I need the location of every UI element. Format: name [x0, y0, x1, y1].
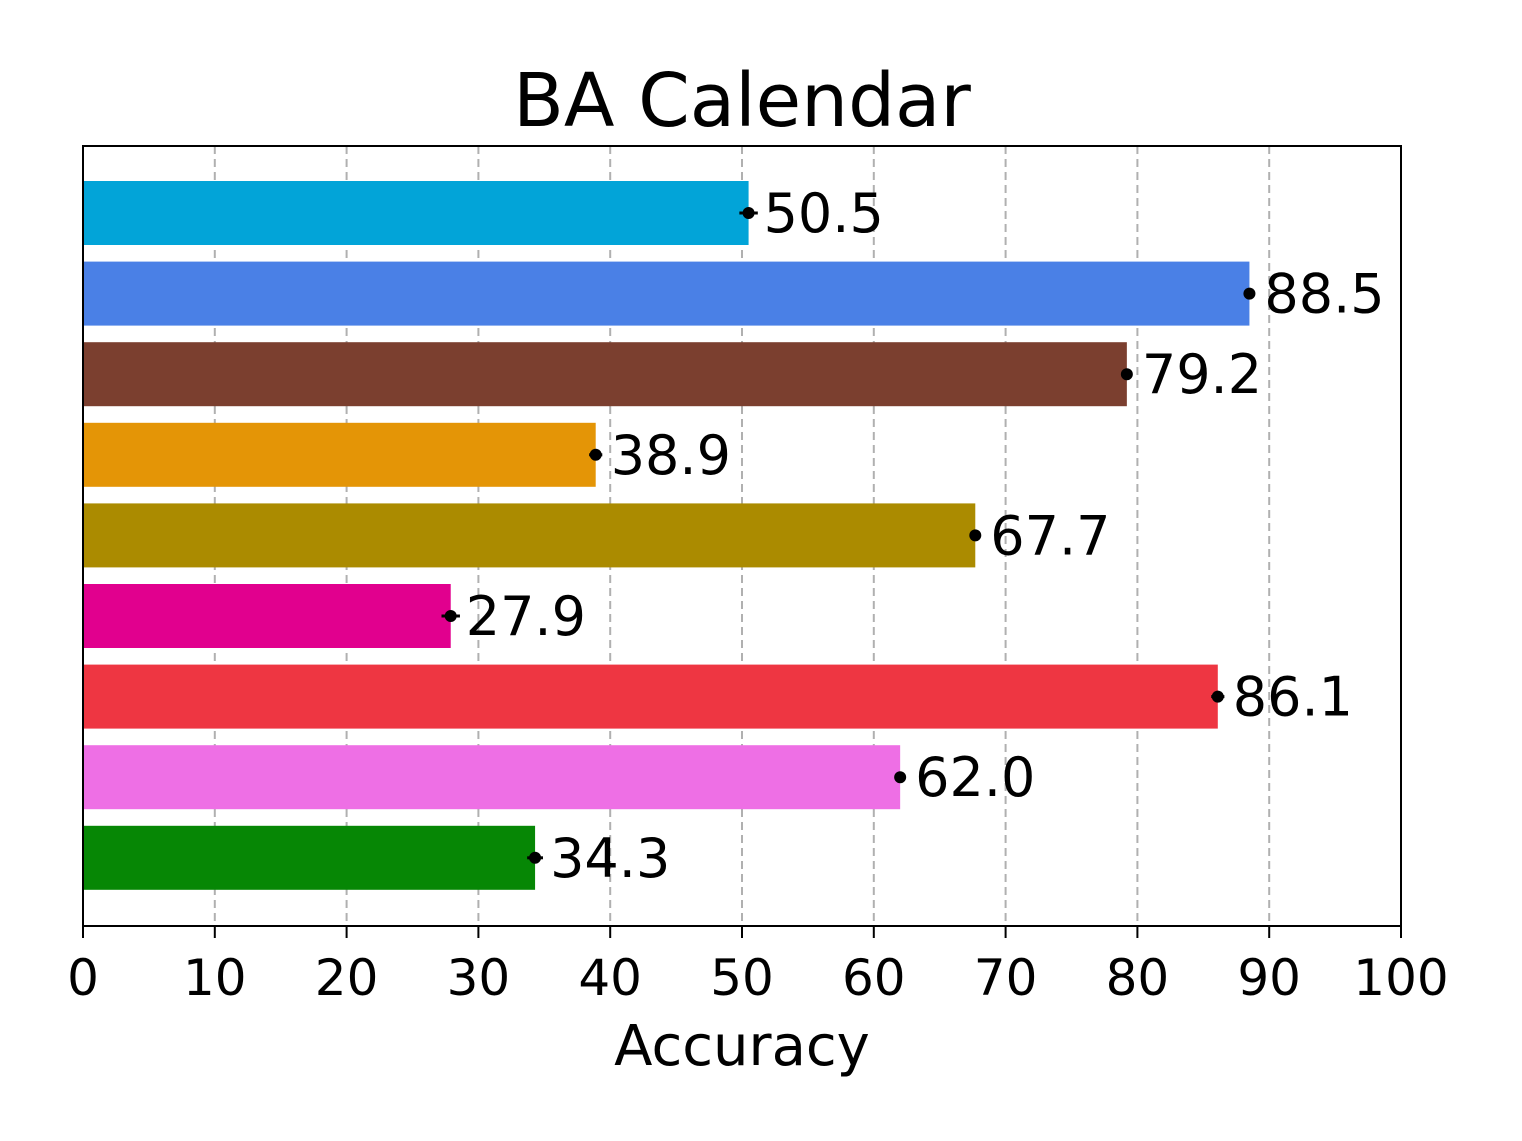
x-tick-label: 80 [1106, 949, 1170, 1007]
error-bars [441, 207, 1256, 864]
x-tick-label: 70 [974, 949, 1038, 1007]
x-tick-label: 90 [1237, 949, 1301, 1007]
x-tick-label: 40 [578, 949, 642, 1007]
error-point [742, 207, 755, 219]
error-point [1120, 368, 1133, 381]
value-label: 27.9 [466, 585, 586, 648]
bar [83, 584, 451, 648]
chart-title: BA Calendar [513, 58, 971, 144]
value-label: 67.7 [990, 504, 1110, 567]
x-axis-label: Accuracy [614, 1014, 870, 1079]
bar [83, 745, 901, 810]
x-tick-label: 20 [315, 949, 379, 1007]
bars [83, 181, 1250, 890]
x-tick-label: 60 [842, 949, 906, 1007]
error-point [969, 529, 982, 542]
value-label: 86.1 [1233, 666, 1353, 729]
error-point [1211, 690, 1224, 703]
bar [83, 261, 1250, 326]
x-tick-label: 0 [67, 949, 99, 1007]
error-point [589, 448, 602, 461]
bar [83, 664, 1218, 729]
value-label: 79.2 [1142, 343, 1262, 406]
error-point [1243, 287, 1256, 300]
x-tick-label: 100 [1353, 949, 1448, 1007]
x-tick-label: 30 [447, 949, 511, 1007]
x-tick-label: 50 [710, 949, 774, 1007]
error-point [894, 771, 907, 784]
value-label: 50.5 [764, 182, 884, 245]
value-label: 38.9 [611, 424, 731, 487]
bar [83, 342, 1127, 407]
value-label: 34.3 [550, 827, 670, 890]
x-axis-ticks: 0 10 20 30 40 50 60 70 80 90 100 [67, 926, 1449, 1007]
x-tick-label: 10 [183, 949, 247, 1007]
bar [83, 181, 749, 245]
error-point [529, 851, 542, 864]
value-label: 88.5 [1264, 263, 1384, 326]
error-point [444, 610, 457, 622]
bar [83, 422, 596, 487]
value-labels: 50.5 88.579.2 38.9 67.7 27.9 86.1 62.0 34.3 [466, 182, 1385, 890]
bar [83, 825, 536, 890]
bar [83, 503, 976, 568]
value-label: 62.0 [915, 746, 1035, 809]
